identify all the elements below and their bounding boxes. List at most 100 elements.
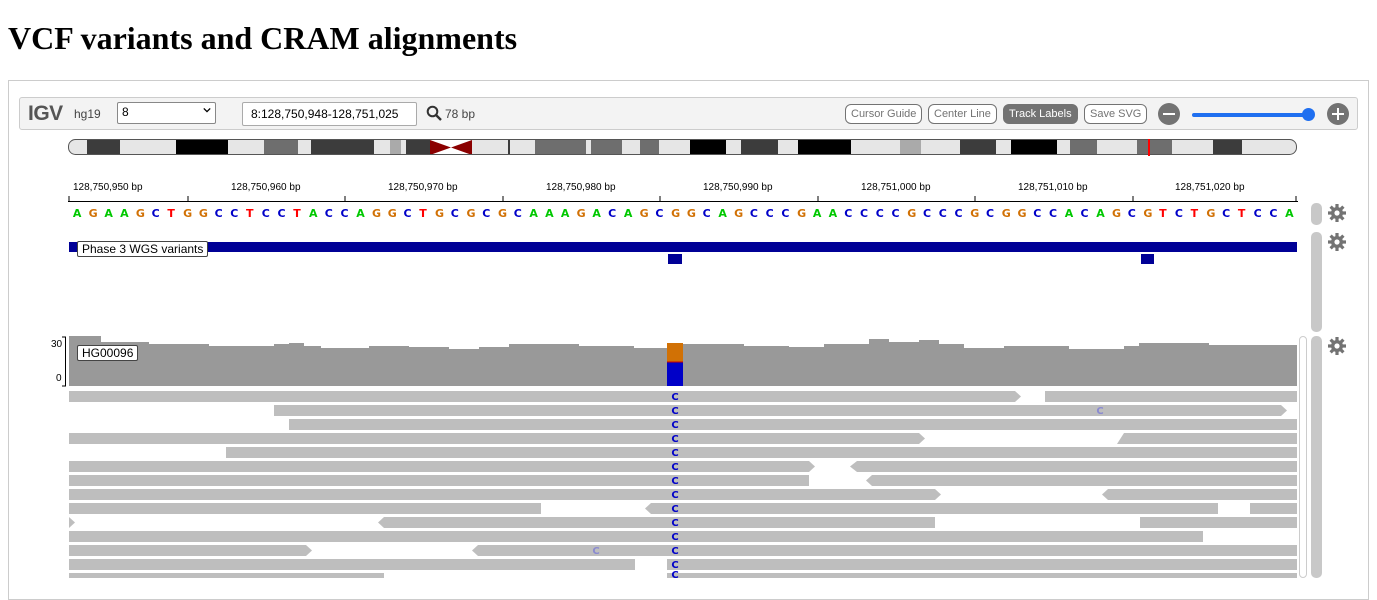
mismatch-base: C — [671, 462, 678, 473]
sequence-base: A — [356, 207, 365, 220]
read-rows — [69, 391, 1297, 578]
mismatch-base: C — [671, 490, 678, 501]
sequence-base: A — [1096, 207, 1105, 220]
sequence-base: G — [734, 207, 744, 220]
save-svg-button[interactable]: Save SVG — [1084, 104, 1148, 124]
sequence-base: C — [151, 207, 160, 220]
coverage-max-label: 30 — [51, 339, 63, 350]
read — [866, 475, 1297, 486]
sequence-base: C — [781, 207, 790, 220]
mismatch-base: C — [671, 406, 678, 417]
zoom-out-icon[interactable] — [1158, 103, 1180, 125]
gear-icon[interactable] — [1327, 336, 1347, 356]
cursor-guide-button[interactable]: Cursor Guide — [845, 104, 923, 124]
sequence-base: C — [923, 207, 932, 220]
ruler-tick-label: 128,750,980 bp — [546, 182, 616, 193]
coverage-histogram — [683, 339, 1297, 386]
read — [289, 419, 1297, 430]
read — [69, 545, 312, 556]
sequence-base: C — [1222, 207, 1231, 220]
sequence-base: A — [560, 207, 570, 220]
ruler-tick-label: 128,750,970 bp — [388, 182, 458, 193]
mismatch-base: C — [671, 560, 678, 571]
sequence-base: C — [230, 207, 239, 220]
ruler-axis — [68, 196, 1298, 202]
sequence-base: C — [954, 207, 963, 220]
sequence-base: C — [749, 207, 758, 220]
sequence-base: C — [608, 207, 617, 220]
read — [1117, 433, 1297, 444]
ruler-tick-label: 128,751,010 bp — [1018, 182, 1088, 193]
sequence-base: C — [1033, 207, 1042, 220]
sequence-base: A — [529, 207, 538, 220]
sequence-base: T — [1159, 207, 1167, 220]
gear-icon[interactable] — [1327, 203, 1347, 223]
coverage-histogram — [69, 336, 667, 386]
locus-value: 8:128,750,948-128,751,025 — [251, 107, 399, 121]
sequence-base: C — [655, 207, 664, 220]
read — [69, 391, 1021, 402]
sequence-base: G — [671, 207, 681, 220]
search-icon[interactable] — [426, 105, 442, 121]
read — [69, 475, 809, 486]
gear-icon[interactable] — [1327, 232, 1347, 252]
sequence-base: G — [1206, 207, 1216, 220]
sequence-base: A — [104, 207, 113, 220]
variant-track-bar[interactable] — [69, 242, 1297, 252]
center-line-button[interactable]: Center Line — [928, 104, 997, 124]
chromosome-select[interactable]: 8 — [117, 102, 216, 124]
sequence-base: G — [686, 207, 696, 220]
sequence-base: G — [797, 207, 807, 220]
sequence-base: C — [277, 207, 286, 220]
zoom-in-icon[interactable] — [1327, 103, 1349, 125]
sequence-base: G — [1017, 207, 1027, 220]
sequence-base: T — [419, 207, 427, 220]
variant-track-scrollbar[interactable] — [1311, 232, 1322, 332]
sequence-base: C — [482, 207, 491, 220]
coverage-mismatch-g — [667, 343, 683, 362]
zoom-slider[interactable] — [1192, 113, 1307, 117]
mismatch-base: C — [1096, 406, 1103, 417]
window-width-label: 78 bp — [445, 107, 476, 121]
sequence-base: C — [403, 207, 412, 220]
sequence-track-scrollbar[interactable] — [1311, 203, 1322, 225]
locus-input[interactable]: 8:128,750,948-128,751,025 — [242, 102, 417, 126]
sequence-base: A — [828, 207, 838, 220]
igv-logo: IGV — [28, 102, 63, 125]
chromosome-ideogram[interactable] — [68, 139, 1298, 156]
sequence-base: G — [576, 207, 586, 220]
sequence-base: G — [639, 207, 649, 220]
sequence-base: T — [1190, 207, 1199, 220]
zoom-slider-handle[interactable] — [1302, 108, 1315, 121]
variant-call[interactable] — [1141, 254, 1154, 264]
sequence-base: C — [324, 207, 333, 220]
sequence-base: A — [718, 207, 727, 220]
sequence-base: A — [1064, 207, 1074, 220]
read — [472, 545, 1297, 556]
mismatch-base: C — [671, 532, 678, 543]
sequence-base: G — [1111, 207, 1121, 220]
mismatch-base: C — [671, 476, 678, 487]
read — [1045, 391, 1297, 402]
track-labels-button[interactable]: Track Labels — [1003, 104, 1078, 124]
mismatch-base: C — [671, 448, 678, 459]
read — [69, 517, 75, 528]
variant-call[interactable] — [668, 254, 682, 264]
mismatch-base: C — [671, 518, 678, 529]
alignment-track-scroll-gutter — [1299, 336, 1307, 578]
ruler-tick-label: 128,751,000 bp — [861, 182, 931, 193]
read — [378, 517, 935, 528]
page-title: VCF variants and CRAM alignments — [8, 20, 518, 56]
ruler-tick-label: 128,750,990 bp — [703, 182, 773, 193]
sequence-base: C — [1269, 207, 1278, 220]
sequence-base: A — [72, 207, 82, 220]
ruler-tick-label: 128,750,960 bp — [231, 182, 301, 193]
sequence-base: C — [1174, 207, 1183, 220]
sequence-base: C — [513, 207, 522, 220]
sequence-base: T — [1237, 207, 1246, 220]
ruler-tick-label: 128,751,020 bp — [1175, 182, 1245, 193]
igv-navbar: IGV hg19 8 8:128,750,948-128,751,025 78 … — [19, 97, 1358, 130]
sequence-base: T — [167, 207, 175, 220]
alignment-track-scrollbar[interactable] — [1311, 336, 1322, 578]
